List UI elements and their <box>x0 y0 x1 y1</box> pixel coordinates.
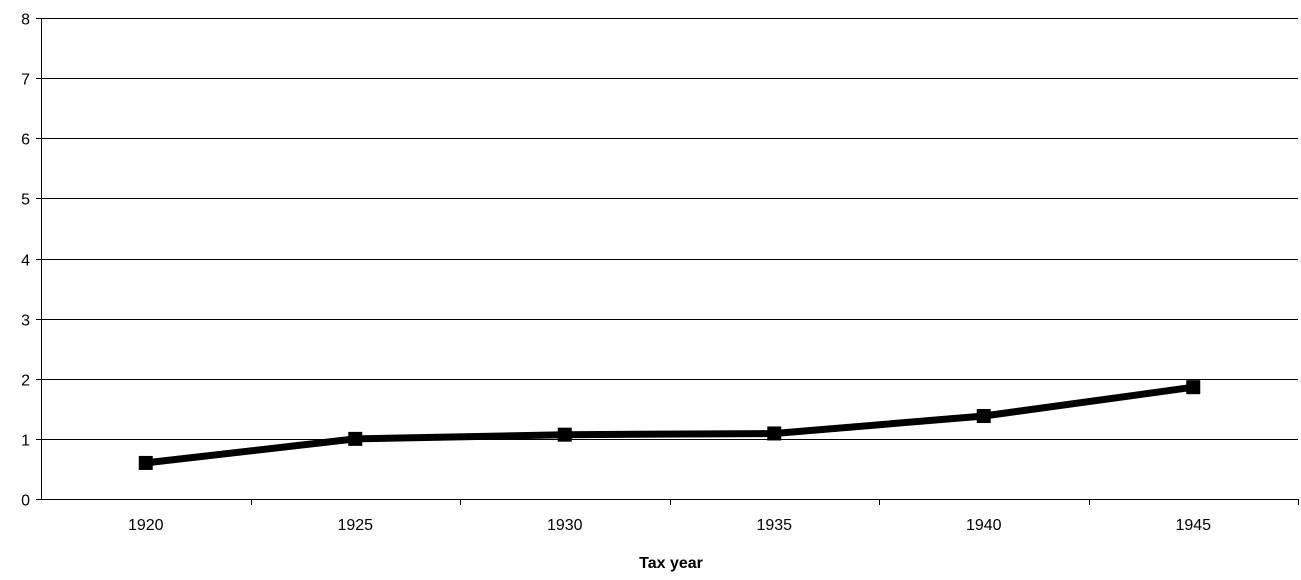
x-tick-label: 1940 <box>966 517 1002 534</box>
x-tick-label: 1930 <box>547 517 583 534</box>
y-tick-label: 8 <box>21 12 30 29</box>
x-axis-title: Tax year <box>639 555 703 572</box>
x-tick-label: 1935 <box>756 517 792 534</box>
x-tick-label: 1945 <box>1175 517 1211 534</box>
y-tick-label: 0 <box>21 493 30 510</box>
y-tick-label: 3 <box>21 313 30 330</box>
data-point-1925 <box>348 431 363 446</box>
x-axis-tick-labels: 1920 1925 1930 1935 1940 1945 <box>128 517 1211 534</box>
data-point-1940 <box>976 409 991 424</box>
y-tick-label: 2 <box>21 373 30 390</box>
x-tick-label: 1925 <box>337 517 373 534</box>
y-axis-tick-labels: 0 1 2 3 4 5 6 7 8 <box>21 12 30 510</box>
x-tick-label: 1920 <box>128 517 164 534</box>
series-line <box>142 383 1197 467</box>
data-point-1920 <box>138 455 153 470</box>
y-tick-label: 5 <box>21 192 30 209</box>
y-tick-label: 6 <box>21 132 30 149</box>
y-tick-label: 7 <box>21 72 30 89</box>
series-layer <box>138 380 1201 470</box>
data-point-1930 <box>557 427 572 442</box>
y-tick-label: 1 <box>21 433 30 450</box>
data-point-1945 <box>1186 380 1201 395</box>
gridlines <box>41 18 1298 440</box>
axes <box>36 18 1299 505</box>
y-tick-label: 4 <box>21 253 30 270</box>
data-point-1935 <box>767 426 782 441</box>
